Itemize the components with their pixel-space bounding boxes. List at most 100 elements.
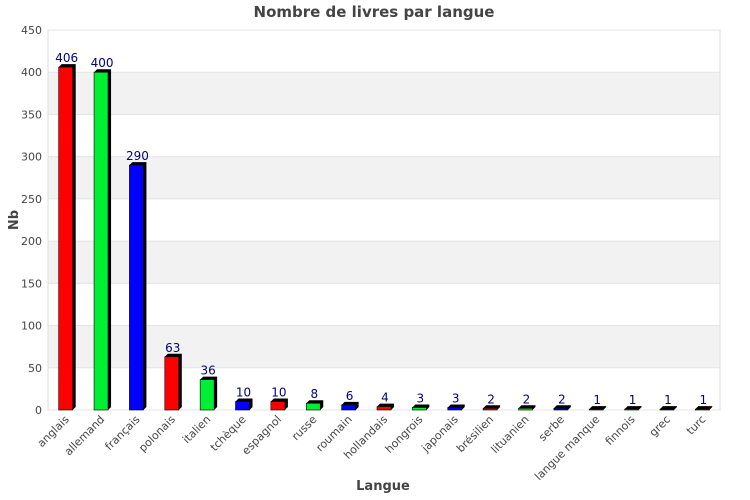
data-label: 3 xyxy=(417,391,425,405)
y-tick-label: 400 xyxy=(21,66,42,79)
bar-shadow xyxy=(553,405,571,410)
bar xyxy=(659,406,677,411)
bars xyxy=(58,64,713,411)
bar-shadow xyxy=(164,353,182,410)
y-tick-label: 50 xyxy=(28,362,42,375)
bar xyxy=(695,406,713,411)
y-tick-label: 150 xyxy=(21,277,42,290)
data-label: 1 xyxy=(593,393,601,407)
x-tick-label: finnois xyxy=(603,413,638,448)
x-tick-label: hongrois xyxy=(383,413,426,456)
bar xyxy=(376,403,394,411)
y-tick-label: 0 xyxy=(35,404,42,417)
bar xyxy=(199,376,218,411)
bar xyxy=(341,401,359,411)
bar xyxy=(164,353,182,411)
data-label: 63 xyxy=(165,341,180,355)
bar-shadow xyxy=(341,401,359,410)
x-tick-label: lituanien xyxy=(489,413,532,456)
bar-face xyxy=(588,408,604,411)
x-tick-label: turc xyxy=(684,413,708,437)
y-axis-label: Nb xyxy=(7,210,22,230)
bar-shadow xyxy=(200,376,218,410)
bar-face xyxy=(58,66,73,411)
data-labels: 406 400 290 63 36 10 10 8 6 4 3 3 2 2 2 1 1 1 1 xyxy=(55,51,707,407)
bar xyxy=(482,405,501,411)
data-label: 1 xyxy=(664,393,672,407)
bar-shadow xyxy=(518,405,536,410)
grid-band xyxy=(48,156,720,199)
grid-band xyxy=(48,72,720,115)
grid-band xyxy=(48,367,720,410)
data-label: 406 xyxy=(55,51,78,65)
bar-face xyxy=(695,408,710,411)
y-tick-label: 300 xyxy=(21,151,42,164)
bar-face xyxy=(553,408,569,411)
bar xyxy=(518,405,536,411)
x-tick-label: langue manque xyxy=(532,413,602,483)
data-label: 1 xyxy=(699,393,707,407)
bar-shadow xyxy=(94,69,112,410)
data-label: 10 xyxy=(271,386,286,400)
x-tick-label: japonais xyxy=(418,413,461,456)
data-label: 1 xyxy=(629,393,637,407)
bar-face xyxy=(482,408,498,411)
grid-band xyxy=(48,325,720,368)
x-tick-label: russe xyxy=(289,413,319,443)
bar-face xyxy=(164,356,180,411)
data-label: 4 xyxy=(381,391,389,405)
grid-band xyxy=(48,114,720,157)
data-label: 2 xyxy=(558,392,566,406)
bar xyxy=(270,398,288,411)
bar-face xyxy=(235,401,250,411)
bar-face xyxy=(270,401,286,411)
bar xyxy=(447,404,465,411)
bar-face xyxy=(199,379,215,411)
bar-shadow xyxy=(483,405,501,410)
bar xyxy=(588,406,607,411)
chart-title: Nombre de livres par langue xyxy=(254,3,495,21)
bar-shadow xyxy=(129,162,147,410)
bar-face xyxy=(93,71,109,411)
data-label: 2 xyxy=(523,392,531,406)
bar-shadow xyxy=(377,403,394,410)
bar xyxy=(624,406,642,411)
bar-face xyxy=(447,407,463,411)
data-label: 36 xyxy=(201,364,216,378)
x-axis-label: Langue xyxy=(356,479,410,494)
bar xyxy=(412,404,430,411)
bar-face xyxy=(659,408,675,411)
bar-face xyxy=(518,408,533,411)
data-label: 10 xyxy=(236,386,251,400)
bar xyxy=(58,64,76,411)
bar-face xyxy=(305,402,321,411)
grid-band xyxy=(48,198,720,242)
bar-face xyxy=(129,164,144,411)
data-label: 3 xyxy=(452,391,460,405)
bar xyxy=(305,400,324,411)
bar xyxy=(553,405,571,411)
y-tick-label: 350 xyxy=(21,108,42,121)
data-label: 2 xyxy=(487,392,495,406)
y-tick-label: 100 xyxy=(21,320,42,333)
grid-bands xyxy=(47,29,721,411)
x-tick-label: espagnol xyxy=(239,413,284,458)
grid-band xyxy=(48,30,720,73)
data-label: 290 xyxy=(126,149,149,163)
bar xyxy=(235,398,253,411)
bar-face xyxy=(376,406,392,411)
bar xyxy=(129,162,147,411)
data-label: 8 xyxy=(310,387,318,401)
bar-face xyxy=(412,407,427,411)
x-tick-label: grec xyxy=(647,413,673,439)
y-axis-ticks: 0 50 100 150 200 250 300 350 400 450 xyxy=(21,24,42,417)
data-label: 6 xyxy=(346,389,354,403)
data-label: 400 xyxy=(91,56,114,70)
x-tick-label: polonais xyxy=(136,413,178,455)
y-tick-label: 200 xyxy=(21,235,42,248)
bar-shadow xyxy=(58,64,76,411)
x-tick-label: italien xyxy=(180,413,213,446)
bar-face xyxy=(624,408,639,411)
